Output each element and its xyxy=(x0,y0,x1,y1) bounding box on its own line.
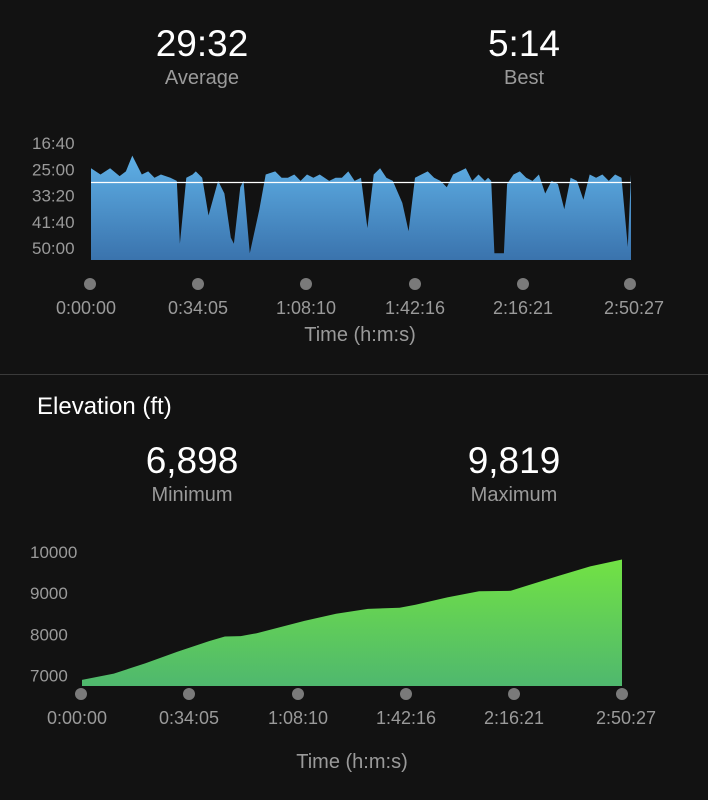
elevation-y-tick-label: 7000 xyxy=(30,667,68,686)
pace-x-axis-marker[interactable] xyxy=(84,278,96,290)
elevation-x-tick-label: 0:34:05 xyxy=(159,708,219,728)
elevation-x-axis-marker[interactable] xyxy=(292,688,304,700)
elevation-x-axis-marker[interactable] xyxy=(616,688,628,700)
pace-y-tick-label: 25:00 xyxy=(32,160,75,179)
elevation-y-tick-label: 9000 xyxy=(30,584,68,603)
elevation-x-tick-label: 2:16:21 xyxy=(484,708,544,728)
elevation-x-axis-marker[interactable] xyxy=(508,688,520,700)
elevation-minimum-stat: 6,898 Minimum xyxy=(102,441,282,507)
pace-area xyxy=(91,155,631,260)
pace-x-tick-label: 1:08:10 xyxy=(276,298,336,318)
pace-x-axis-title: Time (h:m:s) xyxy=(304,324,415,346)
elevation-maximum-label: Maximum xyxy=(470,484,558,506)
pace-best-stat: 5:14 Best xyxy=(434,24,614,90)
pace-average-value: 29:32 xyxy=(155,23,249,64)
pace-y-tick-label: 16:40 xyxy=(32,134,75,153)
elevation-x-tick-label: 1:08:10 xyxy=(268,708,328,728)
pace-x-tick-label: 0:00:00 xyxy=(56,298,116,318)
pace-x-tick-label: 1:42:16 xyxy=(385,298,445,318)
elevation-x-axis-marker[interactable] xyxy=(183,688,195,700)
pace-best-value: 5:14 xyxy=(487,23,560,64)
elevation-chart[interactable]: 10000 9000 8000 7000 0:00:00 0:34:05 1:08:10 1… xyxy=(0,535,708,785)
elevation-y-axis: 10000 9000 8000 7000 xyxy=(30,543,77,686)
elevation-area xyxy=(82,559,622,686)
elevation-x-tick-label: 2:50:27 xyxy=(596,708,656,728)
pace-x-axis-marker[interactable] xyxy=(192,278,204,290)
elevation-y-tick-label: 10000 xyxy=(30,543,77,562)
pace-y-tick-label: 41:40 xyxy=(32,213,75,232)
elevation-section-title: Elevation (ft) xyxy=(37,393,172,420)
pace-y-tick-label: 50:00 xyxy=(32,239,75,258)
elevation-minimum-value: 6,898 xyxy=(145,440,239,481)
elevation-maximum-stat: 9,819 Maximum xyxy=(424,441,604,507)
pace-x-tick-label: 0:34:05 xyxy=(168,298,228,318)
pace-best-label: Best xyxy=(503,67,545,89)
elevation-y-tick-label: 8000 xyxy=(30,625,68,644)
pace-y-tick-label: 33:20 xyxy=(32,187,75,206)
section-divider xyxy=(0,374,708,375)
elevation-x-tick-label: 0:00:00 xyxy=(47,708,107,728)
pace-x-tick-label: 2:50:27 xyxy=(604,298,664,318)
pace-x-axis-marker[interactable] xyxy=(409,278,421,290)
elevation-x-axis-marker[interactable] xyxy=(400,688,412,700)
pace-chart[interactable]: 16:40 25:00 33:20 41:40 50:00 0:00:00 0:34:05… xyxy=(0,125,708,350)
pace-average-label: Average xyxy=(164,67,240,89)
pace-y-axis: 16:40 25:00 33:20 41:40 50:00 xyxy=(32,134,75,258)
elevation-x-tick-label: 1:42:16 xyxy=(376,708,436,728)
pace-x-tick-label: 2:16:21 xyxy=(493,298,553,318)
pace-average-stat: 29:32 Average xyxy=(112,24,292,90)
pace-x-axis: 0:00:00 0:34:05 1:08:10 1:42:16 2:16:21 2:50:… xyxy=(56,278,664,318)
elevation-x-axis: 0:00:00 0:34:05 1:08:10 1:42:16 2:16:21 2:50:… xyxy=(47,688,656,728)
pace-x-axis-marker[interactable] xyxy=(624,278,636,290)
elevation-x-axis-title: Time (h:m:s) xyxy=(296,751,407,773)
elevation-minimum-label: Minimum xyxy=(151,484,233,506)
pace-x-axis-marker[interactable] xyxy=(300,278,312,290)
elevation-maximum-value: 9,819 xyxy=(467,440,561,481)
elevation-x-axis-marker[interactable] xyxy=(75,688,87,700)
pace-x-axis-marker[interactable] xyxy=(517,278,529,290)
